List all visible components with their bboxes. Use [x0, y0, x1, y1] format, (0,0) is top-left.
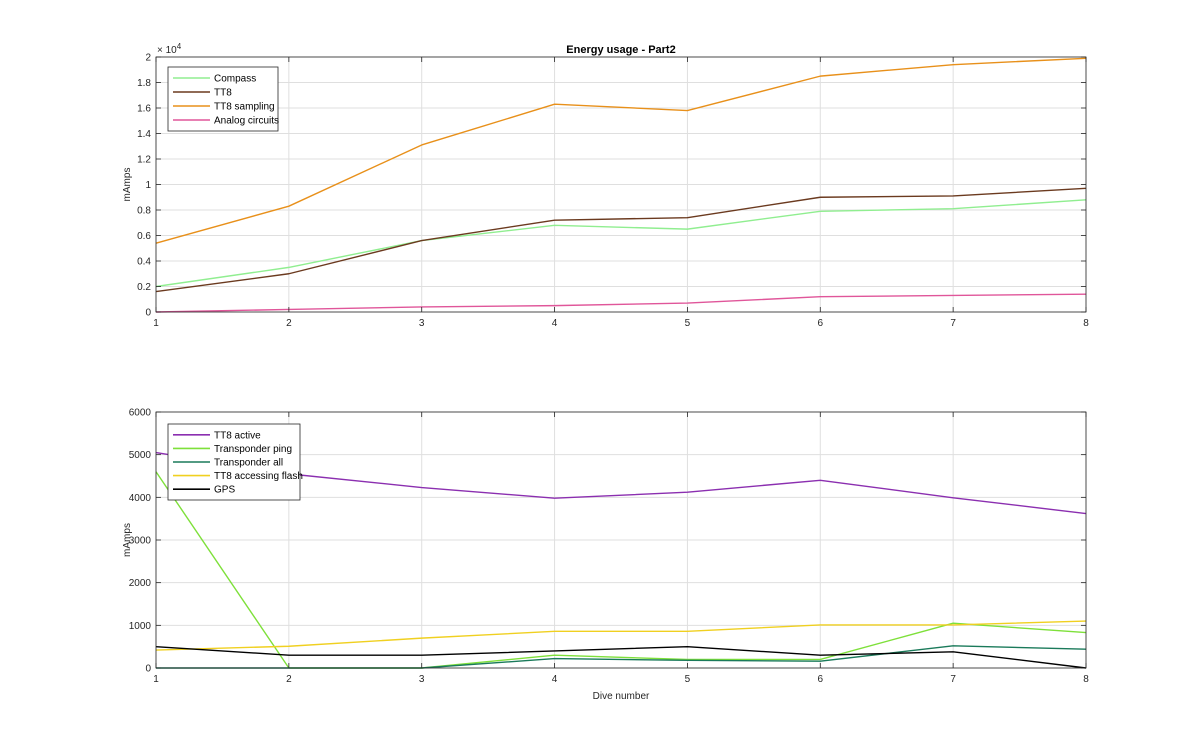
chart1-exponent-base: × 10 — [157, 45, 177, 56]
chart2-legend-label: Transponder ping — [214, 444, 292, 455]
chart1-x-tick-label: 8 — [1083, 318, 1089, 329]
chart1-y-tick-label: 1.6 — [137, 104, 151, 115]
chart2-y-tick-label: 4000 — [129, 493, 152, 504]
chart2-y-tick-label: 6000 — [129, 408, 152, 419]
chart1-legend: Compass TT8 TT8 sampling Analog circuits — [167, 66, 279, 132]
chart2-y-tick-label: 1000 — [129, 621, 152, 632]
chart1-y-tick-label: 1.8 — [137, 78, 151, 89]
chart2-group: 1 2 3 4 5 6 7 8 0 1000 2000 3000 4000 5000 6000 mAmps Di… — [122, 408, 1089, 703]
chart2-x-tick-label: 5 — [685, 674, 691, 685]
chart1-x-tick-label: 6 — [818, 318, 824, 329]
chart1-y-tick-label: 0 — [145, 308, 151, 319]
chart1-series-line-tt8-sampling — [155, 57, 1087, 244]
chart1-legend-label: TT8 — [214, 88, 232, 99]
chart2-series-line-tt8-accessing-flash — [155, 620, 1087, 651]
chart1-series-line-analog-circuits — [155, 293, 1087, 313]
chart1-legend-label: Analog circuits — [214, 116, 279, 127]
chart2-x-tick-label: 2 — [286, 674, 292, 685]
chart1-x-tick-label: 3 — [419, 318, 425, 329]
chart1-group: 1 2 3 4 5 6 7 800.20.40.60.811.21.41.61.82× 104… — [122, 42, 1089, 329]
chart1-x-tick-label: 5 — [685, 318, 691, 329]
chart2-legend-label: TT8 accessing flash — [214, 471, 303, 482]
chart2-x-tick-label: 3 — [419, 674, 425, 685]
chart1-series-line-compass — [155, 199, 1087, 288]
chart2-legend-label: Transponder all — [214, 458, 283, 469]
chart1-y-tick-label: 0.4 — [137, 257, 151, 268]
chart2-legend-label: TT8 active — [214, 430, 261, 441]
chart1-legend-label: Compass — [214, 74, 256, 85]
chart1-y-tick-label: 1.4 — [137, 129, 151, 140]
chart1-y-tick-label: 0.6 — [137, 231, 151, 242]
chart1-exponent-power: 4 — [177, 42, 182, 51]
chart1-x-tick-label: 1 — [153, 318, 159, 329]
chart2-y-axis-label: mAmps — [122, 523, 133, 557]
chart2-x-tick-label: 6 — [818, 674, 824, 685]
chart2-x-tick-label: 7 — [950, 674, 956, 685]
chart1-exponent-label: × 104 — [157, 42, 182, 56]
chart2-x-tick-label: 1 — [153, 674, 159, 685]
chart1-y-tick-label: 2 — [145, 53, 151, 64]
chart1-x-tick-label: 2 — [286, 318, 292, 329]
chart2-y-tick-label: 0 — [145, 664, 151, 675]
chart1-x-tick-label: 7 — [950, 318, 956, 329]
chart2-legend-box — [167, 423, 301, 501]
chart2-y-tick-label: 2000 — [129, 578, 152, 589]
chart1-y-axis-label: mAmps — [122, 168, 133, 202]
chart1-series-line-tt8 — [155, 187, 1087, 293]
chart2-y-tick-label: 5000 — [129, 450, 152, 461]
chart1-y-tick-label: 0.2 — [137, 282, 151, 293]
chart1-title: Energy usage - Part2 — [566, 44, 675, 56]
chart2-legend: TT8 active Transponder ping Transponder al… — [167, 423, 303, 501]
chart1-y-tick-label: 1 — [145, 180, 151, 191]
chart2-x-axis-label: Dive number — [593, 691, 650, 702]
chart2-y-tick-label: 3000 — [129, 536, 152, 547]
chart1-y-tick-label: 1.2 — [137, 155, 151, 166]
chart2-series-line-tt8-active — [155, 451, 1087, 515]
chart1-x-tick-label: 4 — [552, 318, 558, 329]
chart2-series-line-gps — [155, 645, 1087, 669]
chart2-legend-label: GPS — [214, 485, 235, 496]
chart2-x-tick-label: 4 — [552, 674, 558, 685]
chart2-x-tick-label: 8 — [1083, 674, 1089, 685]
chart1-y-tick-label: 0.8 — [137, 206, 151, 217]
chart1-legend-label: TT8 sampling — [214, 102, 275, 113]
